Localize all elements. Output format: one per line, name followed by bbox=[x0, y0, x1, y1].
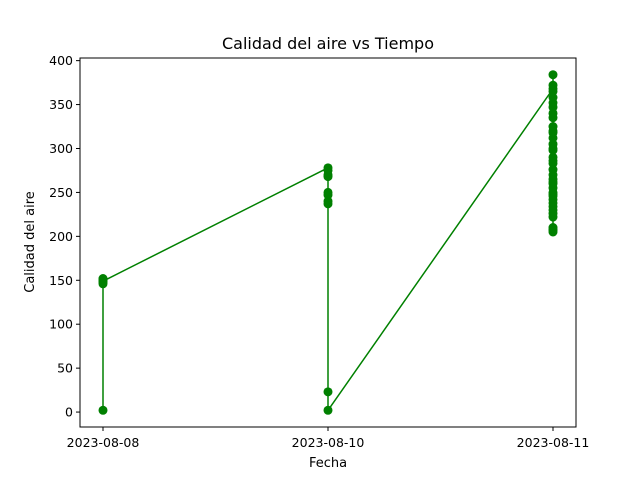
series-line bbox=[102, 73, 554, 412]
y-axis-label: Calidad del aire bbox=[23, 191, 38, 293]
data-point bbox=[548, 102, 558, 112]
data-point bbox=[98, 405, 108, 415]
x-tick-label: 2023-08-10 bbox=[292, 435, 365, 450]
data-point bbox=[548, 80, 558, 90]
y-tick-label: 200 bbox=[49, 229, 73, 244]
axes-frame bbox=[79, 57, 577, 428]
y-tick-label: 100 bbox=[49, 317, 73, 332]
y-tick-label: 0 bbox=[65, 405, 73, 420]
y-tick-label: 250 bbox=[49, 185, 73, 200]
y-tick-label: 50 bbox=[57, 361, 73, 376]
y-tick-label: 150 bbox=[49, 273, 73, 288]
x-axis-label: Fecha bbox=[309, 456, 347, 471]
data-point bbox=[323, 172, 333, 182]
data-point bbox=[548, 133, 558, 143]
x-tick-label: 2023-08-08 bbox=[67, 435, 140, 450]
data-point bbox=[548, 143, 558, 153]
plot-area bbox=[98, 70, 558, 415]
data-point bbox=[548, 177, 558, 187]
data-point bbox=[323, 405, 333, 415]
x-tick-label: 2023-08-11 bbox=[517, 435, 590, 450]
data-point bbox=[548, 70, 558, 80]
y-tick-label: 300 bbox=[49, 141, 73, 156]
data-point bbox=[548, 126, 558, 136]
y-tick-label: 400 bbox=[49, 53, 73, 68]
data-point bbox=[323, 387, 333, 397]
y-tick-label: 350 bbox=[49, 97, 73, 112]
data-point bbox=[548, 212, 558, 222]
chart-title: Calidad del aire vs Tiempo bbox=[222, 34, 434, 53]
data-point bbox=[548, 86, 558, 96]
data-point bbox=[323, 199, 333, 209]
data-point bbox=[323, 190, 333, 200]
x-axis: 2023-08-08 2023-08-10 2023-08-11 bbox=[67, 427, 590, 450]
y-axis: 0 50 100 150 200 250 300 350 400 bbox=[49, 53, 80, 420]
data-point bbox=[98, 276, 108, 286]
data-point bbox=[548, 224, 558, 234]
data-point bbox=[548, 156, 558, 166]
data-point bbox=[548, 113, 558, 123]
data-point bbox=[548, 189, 558, 199]
